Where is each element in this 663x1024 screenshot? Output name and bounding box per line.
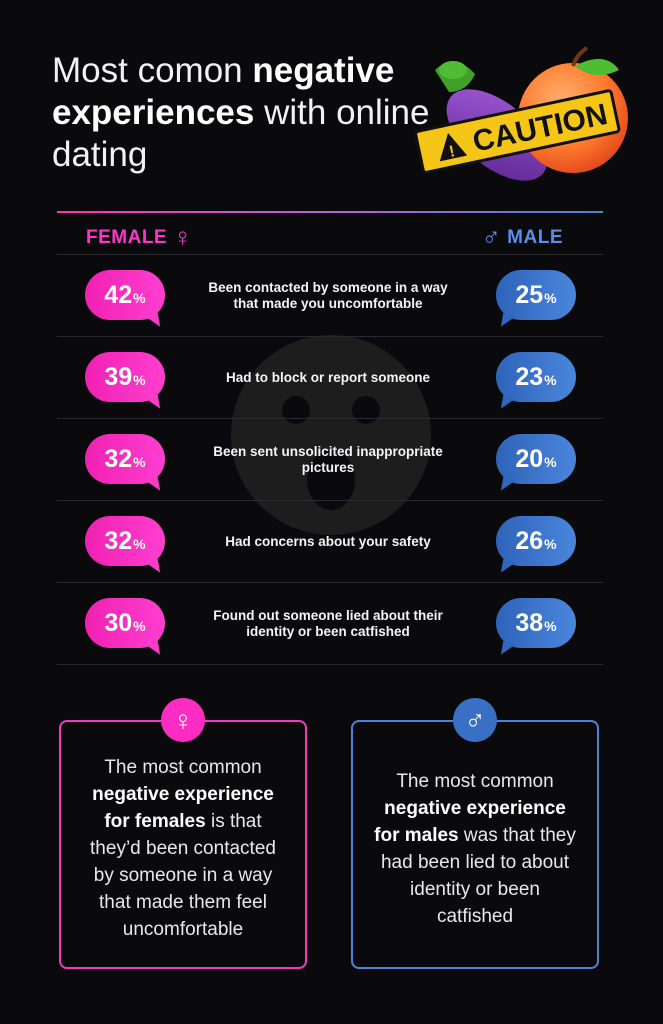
experience-label: Had concerns about your safety: [225, 533, 431, 549]
male-label: MALE: [507, 227, 563, 248]
experience-label: Had to block or report someone: [225, 369, 431, 385]
male-value: 26: [515, 526, 544, 555]
percent-sign: %: [133, 618, 146, 634]
percent-sign: %: [133, 372, 146, 388]
table-row: 39% Had to block or report someone 23%: [57, 336, 603, 418]
female-value-bubble: 32%: [85, 434, 165, 484]
table-row: 32% Had concerns about your safety 26%: [57, 500, 603, 582]
female-value-bubble: 30%: [85, 598, 165, 648]
percent-sign: %: [544, 536, 557, 552]
percent-sign: %: [544, 290, 557, 306]
female-symbol-icon: ♀: [172, 222, 193, 252]
experience-label: Found out someone lied about their ident…: [213, 607, 443, 639]
male-value-bubble: 26%: [496, 516, 576, 566]
table-row: 32% Been sent unsolicited inappropriate p…: [57, 418, 603, 500]
experience-label: Been sent unsolicited inappropriate pict…: [213, 443, 443, 475]
female-summary-text: The most common negative experience for …: [90, 757, 276, 940]
male-summary-text: The most common negative experience for …: [374, 770, 576, 927]
svg-text:!: !: [448, 143, 457, 161]
table-row: 30% Found out someone lied about their id…: [57, 582, 603, 665]
male-value: 38: [515, 608, 544, 637]
title-bold: negative experiences: [52, 51, 395, 132]
male-value: 20: [515, 444, 544, 473]
female-label: FEMALE: [86, 227, 168, 248]
male-value-bubble: 20%: [496, 434, 576, 484]
female-value: 32: [104, 444, 133, 473]
percent-sign: %: [544, 372, 557, 388]
percent-sign: %: [133, 454, 146, 470]
percent-sign: %: [133, 536, 146, 552]
female-value: 39: [104, 362, 133, 391]
header-divider: [57, 211, 603, 213]
female-value: 30: [104, 608, 133, 637]
title-part2: with online dating: [52, 93, 430, 174]
female-value: 42: [104, 280, 133, 309]
male-value-bubble: 38%: [496, 598, 576, 648]
female-column-header: FEMALE ♀: [86, 222, 193, 253]
male-symbol-icon: ♂: [453, 698, 497, 742]
table-row: 42% Been contacted by someone in a way th…: [57, 254, 603, 336]
percent-sign: %: [544, 454, 557, 470]
female-value: 32: [104, 526, 133, 555]
male-value: 25: [515, 280, 544, 309]
male-value-bubble: 23%: [496, 352, 576, 402]
page-title: Most comon negative experiences with onl…: [52, 50, 432, 176]
shocked-face-icon: [231, 335, 431, 535]
eggplant-peach-caution-illustration: ! CAUTION: [414, 46, 628, 181]
female-value-bubble: 39%: [85, 352, 165, 402]
female-value-bubble: 42%: [85, 270, 165, 320]
title-part1: Most comon: [52, 51, 253, 90]
male-value-bubble: 25%: [496, 270, 576, 320]
male-value: 23: [515, 362, 544, 391]
percent-sign: %: [133, 290, 146, 306]
percent-sign: %: [544, 618, 557, 634]
comparison-table: 42% Been contacted by someone in a way th…: [57, 254, 603, 665]
experience-label: Been contacted by someone in a way that …: [208, 279, 448, 311]
female-symbol-icon: ♀: [161, 698, 205, 742]
female-value-bubble: 32%: [85, 516, 165, 566]
male-symbol-icon: ♂: [481, 222, 502, 252]
male-summary-card: ♂ The most common negative experience fo…: [351, 698, 599, 969]
female-summary-card: ♀ The most common negative experience fo…: [59, 698, 307, 969]
male-column-header: ♂ MALE: [481, 222, 563, 253]
